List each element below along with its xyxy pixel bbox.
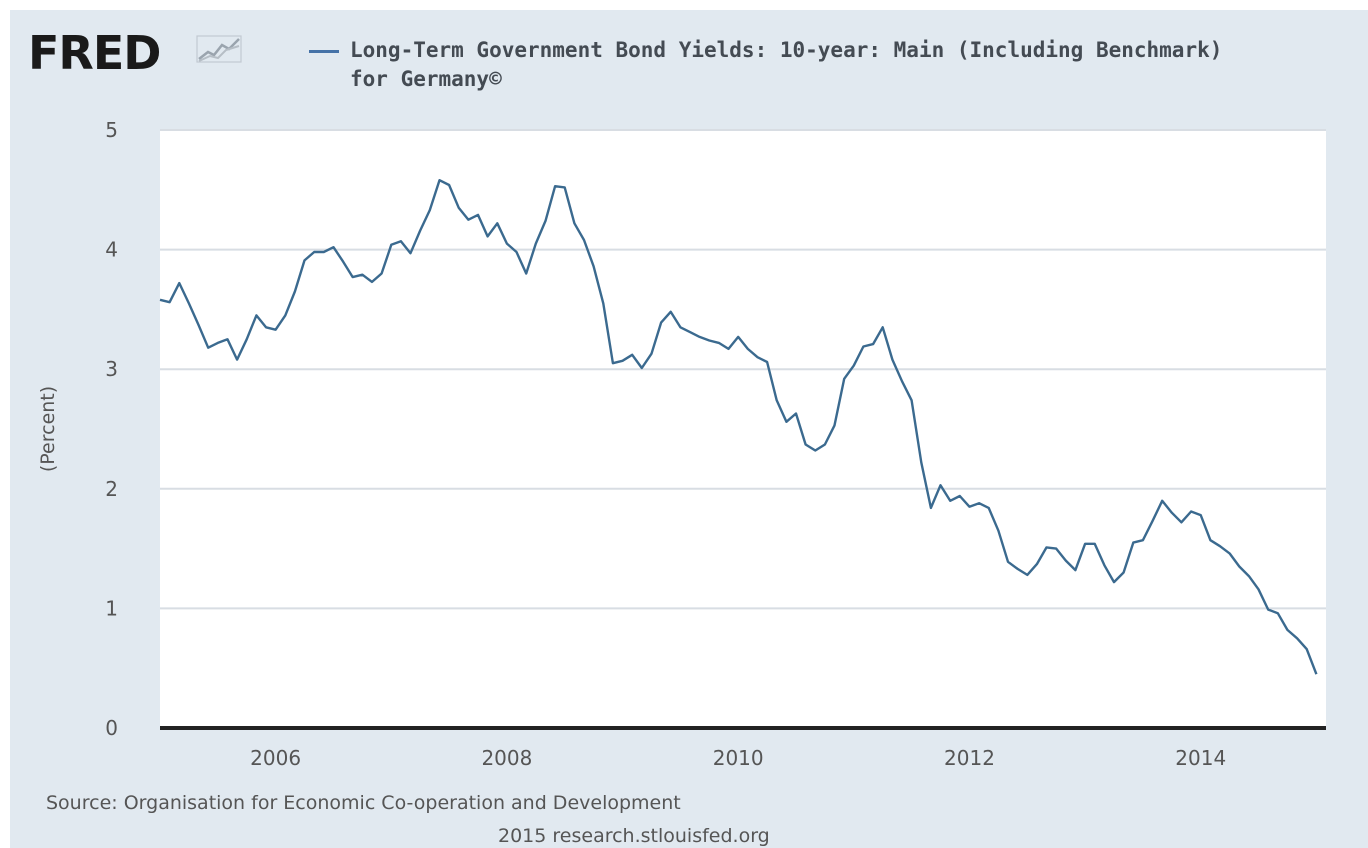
y-axis-ticks: 0 1 2 3 4 5 — [105, 118, 118, 740]
series-line — [159, 179, 1318, 675]
y-tick-label: 4 — [105, 238, 118, 262]
x-tick-label: 2010 — [713, 746, 764, 770]
x-tick-label: 2014 — [1175, 746, 1226, 770]
gridlines — [160, 129, 1326, 610]
y-tick-label: 2 — [105, 477, 118, 501]
source-note: Source: Organisation for Economic Co-ope… — [46, 792, 681, 814]
footer-credit: 2015 research.stlouisfed.org — [498, 825, 770, 847]
y-tick-label: 0 — [105, 716, 118, 740]
line-graph-icon — [196, 35, 242, 63]
y-tick-label: 3 — [105, 357, 118, 381]
x-tick-label: 2006 — [250, 746, 301, 770]
y-axis-label: (Percent) — [37, 386, 59, 472]
y-tick-label: 1 — [105, 596, 118, 620]
plot-area — [160, 130, 1326, 728]
x-axis-ticks: 2006 2008 2010 2012 2014 — [250, 746, 1226, 770]
legend-swatch — [309, 50, 339, 53]
legend-label: Long-Term Government Bond Yields: 10-yea… — [350, 38, 1223, 91]
x-tick-label: 2012 — [944, 746, 995, 770]
x-tick-label: 2008 — [481, 746, 532, 770]
y-tick-label: 5 — [105, 118, 118, 142]
fred-logo: FRED — [28, 26, 161, 80]
